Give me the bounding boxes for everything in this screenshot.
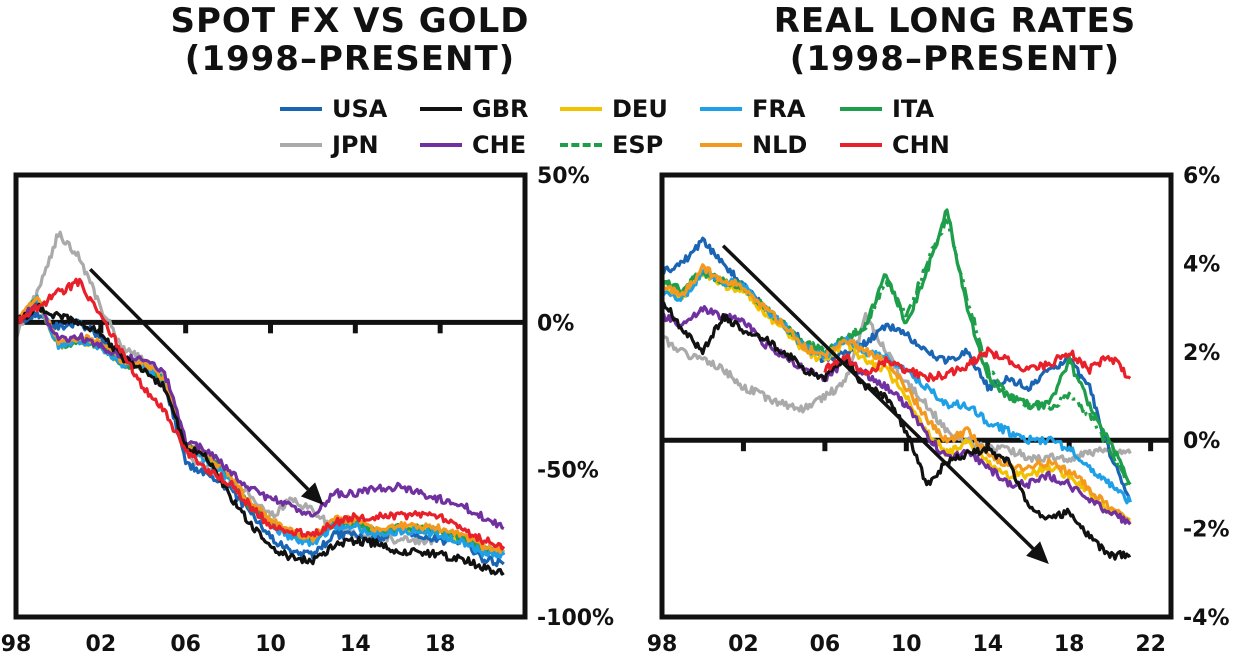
legend-label-deu: DEU bbox=[612, 95, 668, 123]
legend-swatch-deu bbox=[560, 107, 602, 111]
right-x-tick-label: 10 bbox=[891, 632, 922, 654]
legend-item-ita: ITA bbox=[840, 94, 934, 124]
left-series-chn bbox=[16, 277, 506, 551]
legend-item-fra: FRA bbox=[700, 94, 805, 124]
right-chart-title-main: REAL LONG RATES bbox=[773, 1, 1137, 41]
right-x-tick-label: 06 bbox=[810, 632, 841, 654]
legend-item-esp: ESP bbox=[560, 130, 663, 160]
legend-label-ita: ITA bbox=[892, 95, 935, 123]
legend-label-jpn: JPN bbox=[332, 131, 379, 159]
left-y-tick-label: -50% bbox=[537, 459, 599, 484]
right-trend-arrow-shaft bbox=[721, 244, 1035, 550]
left-trend-arrow-head bbox=[300, 482, 324, 506]
right-trend-arrow-head bbox=[1026, 541, 1049, 564]
right-y-tick-label: 4% bbox=[1183, 252, 1220, 277]
legend-label-esp: ESP bbox=[612, 131, 664, 159]
legend-item-chn: CHN bbox=[840, 130, 950, 160]
legend-item-che: CHE bbox=[420, 130, 526, 160]
left-series-che bbox=[16, 302, 505, 531]
legend-item-usa: USA bbox=[280, 94, 387, 124]
right-chart-title: REAL LONG RATES (1998–PRESENT) bbox=[715, 2, 1195, 78]
left-y-tick-label: 50% bbox=[537, 164, 590, 189]
left-series-nld bbox=[16, 295, 505, 554]
left-chart-title-main: SPOT FX VS GOLD bbox=[170, 1, 530, 41]
right-plot-frame bbox=[659, 172, 1174, 620]
right-series-esp bbox=[662, 218, 1131, 491]
right-y-tick-label: 6% bbox=[1183, 164, 1220, 189]
legend-label-usa: USA bbox=[332, 95, 388, 123]
right-chart-title-sub: (1998–PRESENT) bbox=[789, 39, 1121, 79]
right-y-tick-label: -2% bbox=[1183, 518, 1229, 543]
right-series-nld bbox=[662, 263, 1132, 525]
right-x-tick-label: 22 bbox=[1135, 632, 1166, 654]
right-x-tick-label: 18 bbox=[1054, 632, 1085, 654]
legend-swatch-jpn bbox=[280, 143, 322, 147]
right-series-che bbox=[662, 305, 1132, 526]
legend-swatch-che bbox=[420, 143, 462, 147]
legend-swatch-nld bbox=[700, 143, 742, 147]
left-x-tick-label: 98 bbox=[1, 632, 32, 654]
left-x-tick-label: 18 bbox=[425, 632, 456, 654]
left-trend-arrow-shaft bbox=[88, 268, 310, 491]
right-chart: 98 02 06 10 14 18 22 6% 4% 2% 0% -2% -4% bbox=[647, 164, 1230, 654]
legend-item-gbr: GBR bbox=[420, 94, 528, 124]
left-x-tick-label: 06 bbox=[170, 632, 201, 654]
legend: USA GBR DEU FRA ITA JPN CHE ESP NLD CHN bbox=[280, 94, 980, 164]
left-chart-title: SPOT FX VS GOLD (1998–PRESENT) bbox=[110, 2, 590, 78]
left-y-tick-label: 0% bbox=[537, 311, 574, 336]
left-y-tick-label: -100% bbox=[537, 606, 614, 631]
left-chart-title-sub: (1998–PRESENT) bbox=[184, 39, 516, 79]
right-x-tick-label: 02 bbox=[728, 632, 759, 654]
legend-swatch-fra bbox=[700, 107, 742, 111]
legend-item-jpn: JPN bbox=[280, 130, 379, 160]
legend-item-deu: DEU bbox=[560, 94, 668, 124]
legend-label-nld: NLD bbox=[752, 131, 808, 159]
left-x-tick-label: 14 bbox=[340, 632, 371, 654]
legend-label-gbr: GBR bbox=[472, 95, 529, 123]
left-x-tick-label: 10 bbox=[255, 632, 286, 654]
left-series-gbr bbox=[16, 302, 505, 576]
left-chart: 98 02 06 10 14 18 50% 0% -50% -100% bbox=[1, 164, 614, 654]
legend-swatch-chn bbox=[840, 143, 882, 147]
legend-label-che: CHE bbox=[472, 131, 527, 159]
legend-swatch-gbr bbox=[420, 107, 462, 111]
legend-swatch-ita bbox=[840, 107, 882, 111]
right-x-tick-label: 98 bbox=[647, 632, 678, 654]
right-y-tick-label: -4% bbox=[1183, 606, 1229, 631]
right-series-deu bbox=[662, 268, 1131, 522]
left-x-tick-label: 02 bbox=[86, 632, 117, 654]
legend-label-fra: FRA bbox=[752, 95, 806, 123]
legend-swatch-esp bbox=[560, 143, 602, 147]
legend-item-nld: NLD bbox=[700, 130, 807, 160]
right-x-tick-label: 14 bbox=[972, 632, 1003, 654]
legend-label-chn: CHN bbox=[892, 131, 950, 159]
right-y-tick-label: 0% bbox=[1183, 429, 1220, 454]
right-series-gbr bbox=[662, 300, 1132, 561]
right-series-chn bbox=[823, 346, 1132, 383]
legend-swatch-usa bbox=[280, 107, 322, 111]
right-y-tick-label: 2% bbox=[1183, 341, 1220, 366]
left-plot-frame bbox=[13, 172, 528, 620]
